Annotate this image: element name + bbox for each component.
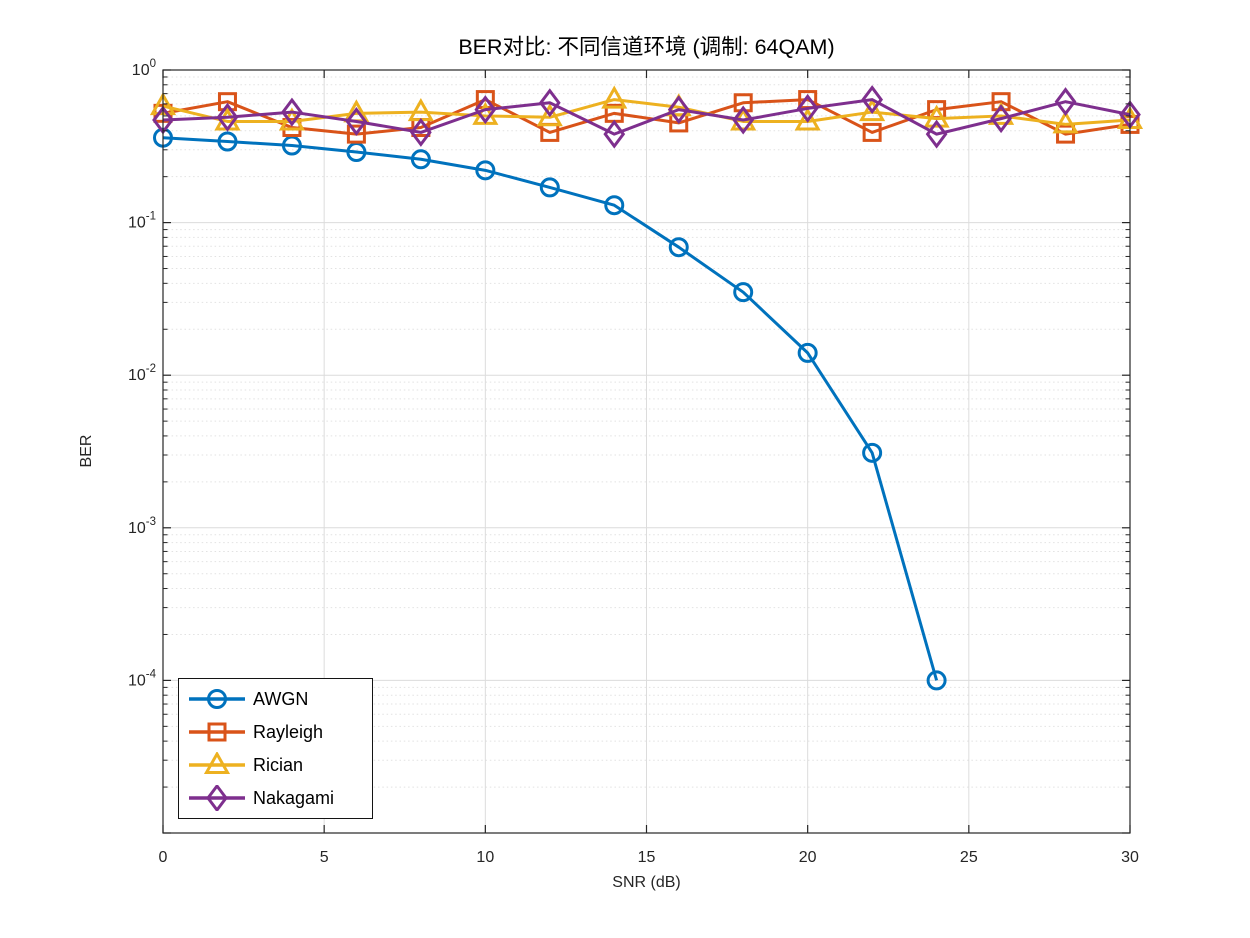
svg-text:100: 100: [132, 58, 156, 79]
y-tick-labels: 100 10-1 10-2 10-3 10-4: [128, 58, 157, 689]
axes: [162, 69, 1131, 834]
svg-text:0: 0: [159, 849, 168, 866]
y-axis-label: BER: [78, 434, 95, 468]
legend-label: Nakagami: [253, 788, 335, 809]
x-tick-labels: 0 5 10 15 20 25 30: [159, 849, 1139, 866]
svg-text:10: 10: [476, 849, 494, 866]
legend-box: AWGN Rayleigh Rician Nakagami: [178, 678, 373, 819]
legend-item-rayleigh: Rayleigh: [188, 716, 372, 747]
svg-text:10-2: 10-2: [128, 363, 156, 384]
legend-label: Rayleigh: [253, 721, 324, 742]
svg-text:10-1: 10-1: [128, 211, 156, 232]
svg-text:20: 20: [799, 849, 817, 866]
chart-title: BER对比: 不同信道环境 (调制: 64QAM): [458, 35, 835, 59]
x-axis-label: SNR (dB): [612, 874, 681, 891]
svg-text:30: 30: [1121, 849, 1139, 866]
legend-item-awgn: AWGN: [188, 683, 372, 714]
legend-item-nakagami: Nakagami: [188, 783, 372, 814]
legend-item-rician: Rician: [188, 750, 372, 781]
legend-marker-nakagami-icon: [189, 785, 245, 812]
legend-label: Rician: [253, 755, 304, 776]
legend-label: AWGN: [253, 688, 309, 709]
legend-marker-rayleigh-icon: [189, 722, 245, 742]
svg-text:10-4: 10-4: [128, 668, 157, 689]
svg-text:5: 5: [320, 849, 329, 866]
svg-text:25: 25: [960, 849, 978, 866]
svg-text:10-3: 10-3: [128, 516, 156, 537]
legend-marker-rician-icon: [189, 752, 245, 775]
legend-marker-awgn-icon: [189, 688, 245, 709]
svg-text:15: 15: [638, 849, 656, 866]
